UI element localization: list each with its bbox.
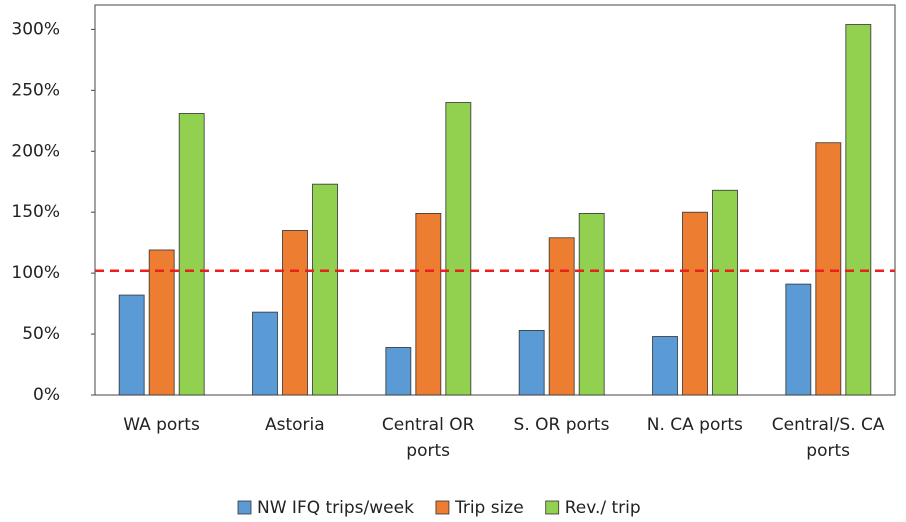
y-tick-label: 0% [33,385,60,405]
bar [148,249,175,396]
x-tick-label: N. CA ports [646,415,743,435]
bar [178,113,205,396]
legend-swatch [545,500,560,515]
y-tick-label: 150% [11,202,60,222]
y-tick-label: 250% [11,80,60,100]
x-tick-label: S. OR ports [513,415,610,435]
x-tick-label: Astoria [264,415,325,435]
bar [845,24,872,396]
y-tick-label: 50% [22,324,60,344]
legend-swatch [237,500,252,515]
bar [118,294,145,396]
bar [385,347,412,396]
bar [578,213,605,396]
y-tick-label: 100% [11,263,60,283]
bar [682,211,708,396]
bar [312,183,338,396]
x-tick-label: WA ports [123,415,200,435]
bar [712,189,738,396]
legend-label: Rev./ trip [565,498,641,518]
x-tick-label: Central OR ports [381,415,475,461]
bar [518,330,545,396]
bar [252,311,278,396]
bar [445,102,472,396]
y-tick-label: 200% [11,141,60,161]
plot-frame [94,4,896,396]
x-tick-label: Central/S. CA ports [771,415,885,461]
bar [282,230,308,396]
bar [652,336,678,396]
bar [815,142,842,396]
bar [415,213,442,396]
legend-swatch [435,500,450,515]
bar [785,283,812,396]
legend-label: NW IFQ trips/week [257,498,414,518]
y-tick-label: 300% [11,19,60,39]
legend-label: Trip size [454,498,524,518]
bar [548,237,575,396]
